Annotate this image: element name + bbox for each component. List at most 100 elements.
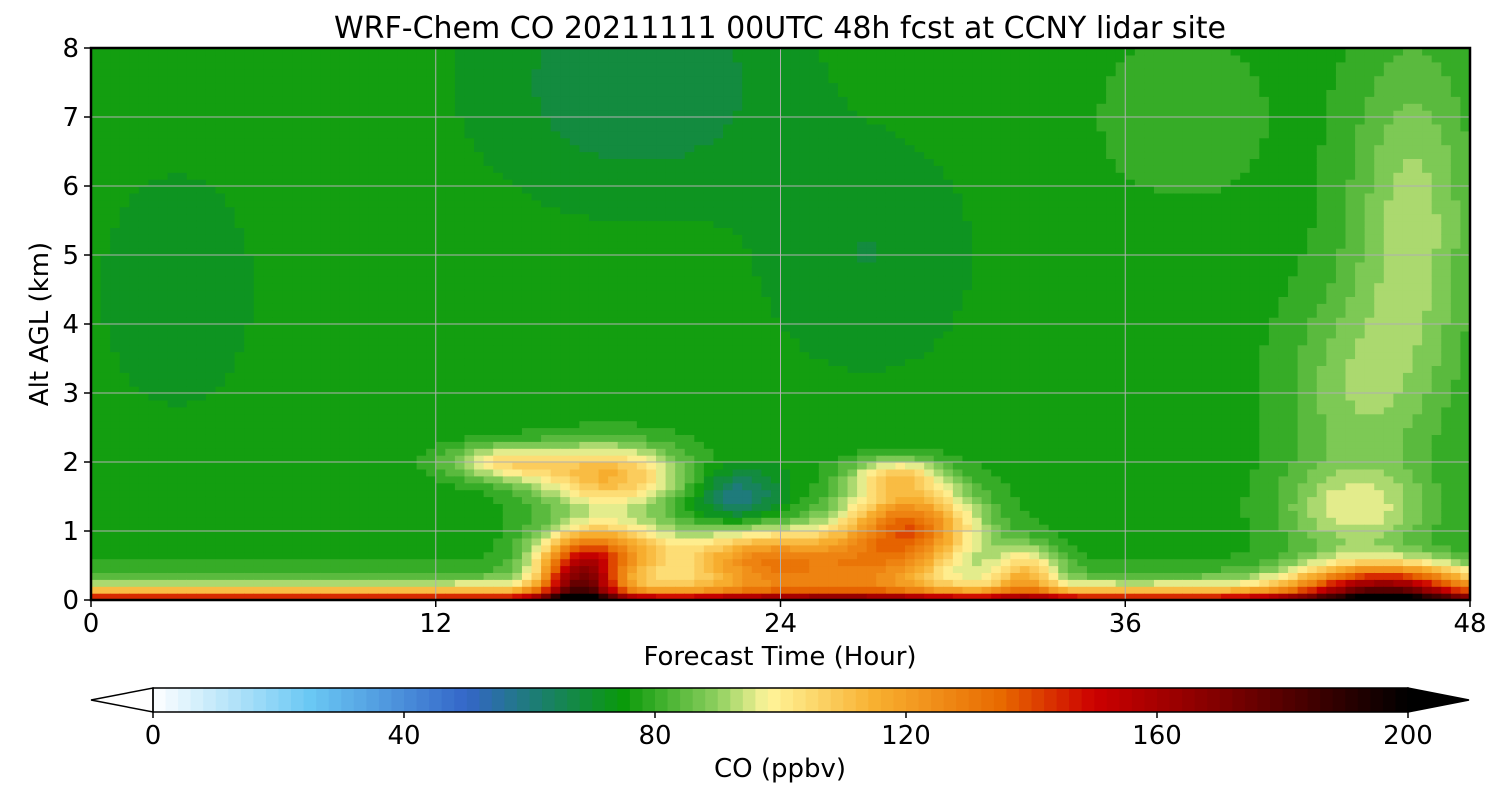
heatmap-cell (225, 192, 236, 201)
heatmap-cell (435, 503, 446, 511)
heatmap-cell (129, 544, 140, 553)
heatmap-cell (397, 310, 408, 318)
heatmap-cell (311, 248, 322, 256)
heatmap-cell (416, 358, 427, 366)
heatmap-cell (416, 261, 427, 270)
heatmap-cell (244, 324, 255, 332)
heatmap-cell (617, 275, 628, 284)
heatmap-cell (263, 503, 274, 511)
heatmap-cell (646, 337, 657, 346)
heatmap-cell (234, 393, 245, 401)
heatmap-cell (560, 379, 571, 387)
heatmap-cell (560, 337, 571, 346)
heatmap-cell (474, 399, 485, 408)
heatmap-cell (493, 489, 504, 498)
heatmap-cell (588, 144, 600, 153)
heatmap-cell (550, 537, 561, 546)
heatmap-cell (196, 475, 207, 484)
heatmap-cell (253, 289, 264, 297)
heatmap-cell (579, 248, 590, 256)
heatmap-cell (378, 503, 389, 511)
heatmap-cell (656, 82, 667, 90)
heatmap-cell (158, 448, 169, 456)
heatmap-cell (636, 386, 648, 394)
heatmap-cell (359, 503, 370, 511)
heatmap-cell (512, 220, 523, 228)
heatmap-cell (502, 399, 513, 408)
heatmap-cell (186, 255, 197, 263)
heatmap-cell (474, 558, 485, 567)
heatmap-cell (617, 324, 628, 332)
heatmap-cell (100, 455, 111, 463)
heatmap-cell (138, 531, 150, 539)
heatmap-cell (138, 434, 150, 442)
heatmap-cell (474, 144, 485, 153)
heatmap-cell (675, 593, 686, 600)
heatmap-cell (541, 75, 552, 84)
heatmap-cell (91, 199, 102, 208)
heatmap-cell (493, 565, 504, 573)
heatmap-cell (215, 248, 226, 256)
heatmap-cell (617, 158, 628, 166)
heatmap-cell (320, 399, 332, 408)
heatmap-cell (550, 317, 561, 325)
heatmap-cell (100, 462, 111, 470)
heatmap-cell (244, 303, 255, 311)
heatmap-cell (397, 393, 408, 401)
heatmap-cell (253, 48, 264, 56)
heatmap-cell (531, 227, 542, 235)
heatmap-cell (138, 337, 150, 346)
heatmap-cell (177, 310, 188, 318)
heatmap-cell (244, 455, 255, 463)
heatmap-cell (502, 137, 513, 146)
heatmap-cell (464, 324, 475, 332)
heatmap-cell (435, 482, 446, 491)
heatmap-cell (550, 413, 561, 422)
heatmap-cell (541, 165, 552, 173)
heatmap-cell (330, 255, 341, 263)
heatmap-cell (330, 565, 341, 573)
heatmap-cell (541, 579, 552, 587)
heatmap-cell (550, 151, 561, 159)
heatmap-cell (158, 206, 169, 215)
heatmap-cell (474, 296, 485, 304)
heatmap-cell (330, 165, 341, 173)
heatmap-cell (608, 117, 619, 125)
heatmap-cell (627, 296, 638, 304)
heatmap-cell (560, 496, 571, 504)
heatmap-cell (138, 393, 150, 401)
heatmap-cell (100, 489, 111, 498)
heatmap-cell (215, 496, 226, 504)
heatmap-cell (646, 448, 657, 456)
heatmap-cell (378, 310, 389, 318)
heatmap-cell (100, 524, 111, 532)
heatmap-cell (588, 351, 600, 360)
heatmap-cell (646, 289, 657, 297)
heatmap-cell (378, 179, 389, 187)
heatmap-cell (272, 82, 284, 90)
heatmap-cell (378, 68, 389, 77)
heatmap-cell (100, 379, 111, 387)
heatmap-cell (158, 123, 169, 132)
heatmap-cell (531, 586, 542, 594)
heatmap-cell (665, 399, 676, 408)
heatmap-cell (454, 172, 466, 180)
heatmap-cell (483, 82, 494, 90)
heatmap-cell (186, 289, 197, 297)
heatmap-cell (656, 365, 667, 373)
heatmap-cell (646, 275, 657, 284)
heatmap-cell (656, 317, 667, 325)
heatmap-cell (253, 524, 264, 532)
heatmap-cell (550, 54, 561, 63)
heatmap-cell (253, 82, 264, 90)
heatmap-cell (244, 117, 255, 125)
heatmap-cell (684, 489, 695, 498)
heatmap-cell (608, 365, 619, 373)
heatmap-cell (502, 110, 513, 118)
heatmap-cell (263, 544, 274, 553)
heatmap-cell (311, 130, 322, 139)
heatmap-cell (675, 241, 686, 249)
heatmap-cell (512, 593, 523, 600)
heatmap-cell (129, 510, 140, 518)
heatmap-cell (598, 579, 609, 587)
